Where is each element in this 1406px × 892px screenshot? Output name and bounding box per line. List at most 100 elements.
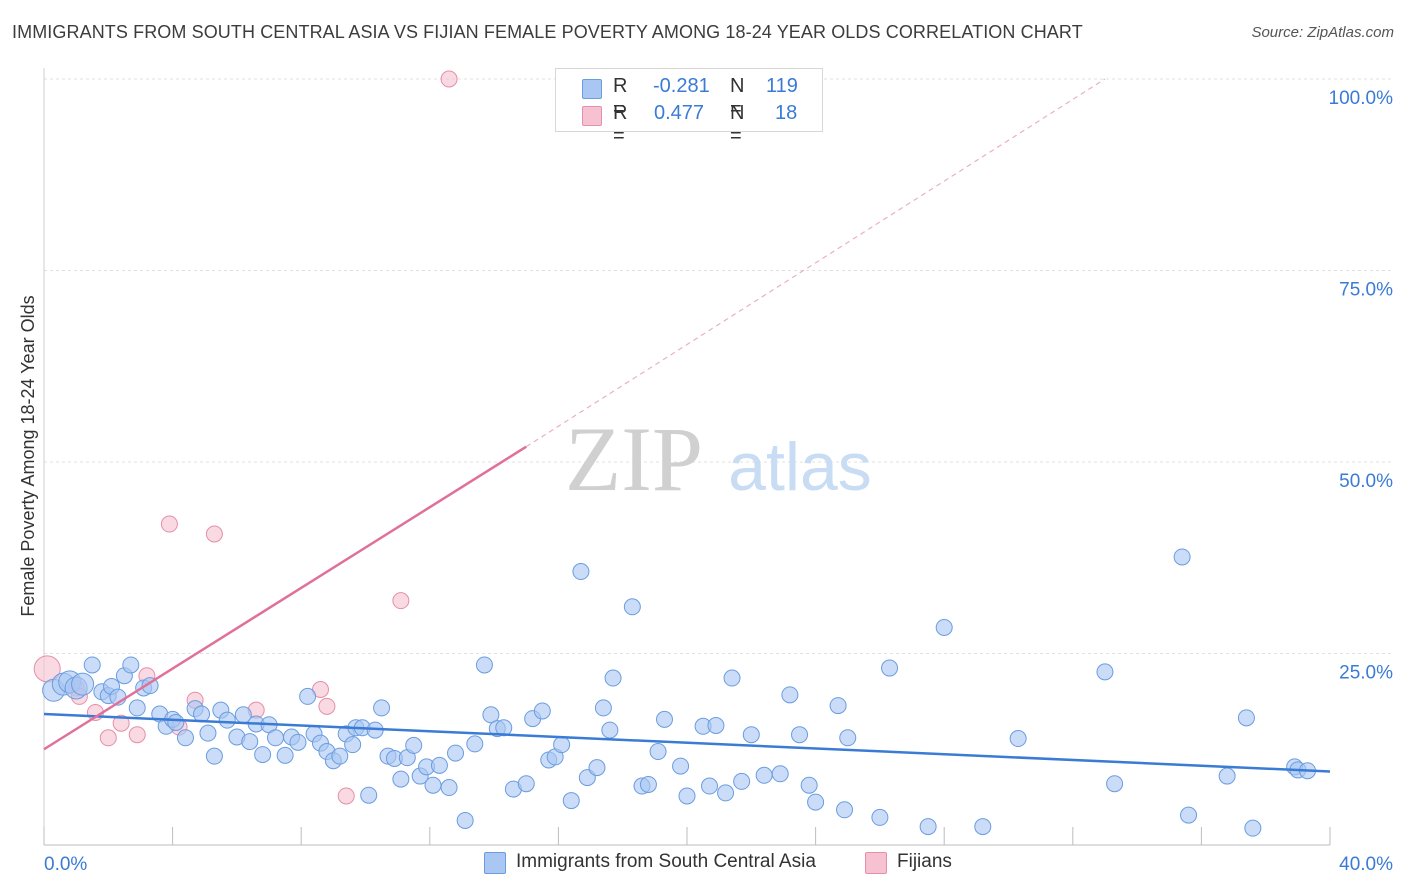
legend-label-immigrants: Immigrants from South Central Asia xyxy=(516,851,816,872)
point-immigrants xyxy=(447,744,465,762)
point-immigrants xyxy=(1218,767,1236,785)
point-immigrants xyxy=(800,776,818,794)
legend-swatch-blue xyxy=(484,852,506,874)
point-immigrants xyxy=(791,726,809,744)
point-immigrants xyxy=(373,699,391,717)
point-immigrants xyxy=(588,759,606,777)
point-immigrants xyxy=(717,784,735,802)
point-immigrants xyxy=(360,786,378,804)
point-fijians xyxy=(318,697,336,715)
point-immigrants xyxy=(128,699,146,717)
point-immigrants xyxy=(1180,806,1198,824)
point-immigrants xyxy=(742,726,760,744)
watermark: ZIP atlas xyxy=(565,408,872,510)
point-fijians xyxy=(160,515,178,533)
point-immigrants xyxy=(707,717,725,735)
point-immigrants xyxy=(424,776,442,794)
legend-swatch-blue xyxy=(582,79,602,99)
legend-r-value: 0.477 xyxy=(654,102,705,124)
correlation-legend: R = -0.281 N = 119 R = 0.477 N = 18 xyxy=(555,68,823,147)
trend-extension-fijians xyxy=(525,78,1106,448)
point-immigrants xyxy=(678,787,696,805)
point-immigrants xyxy=(83,656,101,674)
legend-swatch-pink xyxy=(582,106,602,126)
y-tick-label: 100.0% xyxy=(1329,88,1394,109)
point-immigrants xyxy=(199,724,217,742)
point-fijians xyxy=(205,525,223,543)
legend-r-label: R = xyxy=(613,102,628,147)
point-immigrants xyxy=(533,702,551,720)
point-immigrants xyxy=(1244,819,1262,837)
point-immigrants xyxy=(167,713,185,731)
y-axis-label: Female Poverty Among 18-24 Year Olds xyxy=(18,295,38,616)
trend-lines xyxy=(43,78,1331,773)
point-immigrants xyxy=(392,770,410,788)
point-immigrants xyxy=(649,743,667,761)
x-tick-label: 0.0% xyxy=(44,854,87,875)
point-immigrants xyxy=(919,818,937,836)
point-immigrants xyxy=(781,686,799,704)
legend-n-value: 18 xyxy=(775,102,798,124)
x-tick-label: 40.0% xyxy=(1339,854,1393,875)
point-immigrants xyxy=(517,775,535,793)
legend-n-value: 119 xyxy=(766,75,798,97)
point-immigrants xyxy=(672,757,690,775)
watermark-atlas: atlas xyxy=(728,429,872,505)
point-immigrants xyxy=(430,756,448,774)
point-immigrants xyxy=(456,811,474,829)
point-fijians xyxy=(337,787,355,805)
point-immigrants xyxy=(276,746,294,764)
point-immigrants xyxy=(299,687,317,705)
point-immigrants xyxy=(176,729,194,747)
point-immigrants xyxy=(829,697,847,715)
gridlines xyxy=(44,78,1392,654)
chart-title: IMMIGRANTS FROM SOUTH CENTRAL ASIA VS FI… xyxy=(12,22,1083,42)
point-immigrants xyxy=(241,733,259,751)
legend-n-label: N = xyxy=(730,102,745,147)
point-immigrants xyxy=(974,818,992,836)
trend-line-immigrants xyxy=(43,712,1331,773)
point-immigrants xyxy=(1237,709,1255,727)
point-immigrants xyxy=(122,656,140,674)
point-fijians xyxy=(128,726,146,744)
legend-r-value: -0.281 xyxy=(653,75,710,97)
point-immigrants xyxy=(623,598,641,616)
point-fijians xyxy=(440,70,458,88)
point-immigrants xyxy=(1009,730,1027,748)
point-immigrants xyxy=(405,736,423,754)
point-immigrants xyxy=(331,747,349,765)
point-immigrants xyxy=(655,710,673,728)
point-immigrants xyxy=(218,711,236,729)
point-immigrants xyxy=(440,779,458,797)
y-tick-label: 50.0% xyxy=(1339,471,1393,492)
point-immigrants xyxy=(572,563,590,581)
point-immigrants xyxy=(562,792,580,810)
point-immigrants xyxy=(1173,548,1191,566)
trend-line-fijians xyxy=(43,445,527,751)
point-immigrants xyxy=(604,669,622,687)
point-immigrants xyxy=(723,669,741,687)
watermark-zip: ZIP xyxy=(565,408,703,510)
point-immigrants xyxy=(871,808,889,826)
x-tick-labels: 0.0% 40.0% xyxy=(44,854,1393,875)
point-immigrants xyxy=(594,699,612,717)
point-immigrants xyxy=(935,618,953,636)
point-immigrants xyxy=(71,672,95,696)
point-immigrants xyxy=(266,729,284,747)
point-immigrants xyxy=(466,735,484,753)
point-immigrants xyxy=(639,775,657,793)
point-immigrants xyxy=(553,736,571,754)
point-immigrants xyxy=(254,746,272,764)
source-label: Source: ZipAtlas.com xyxy=(1251,24,1394,41)
legend-r-label: R = xyxy=(613,75,628,120)
y-tick-label: 25.0% xyxy=(1339,663,1393,684)
point-immigrants xyxy=(482,706,500,724)
point-immigrants xyxy=(839,729,857,747)
point-immigrants xyxy=(205,747,223,765)
point-immigrants xyxy=(141,677,159,695)
point-fijians xyxy=(392,592,410,610)
legend-n-label: N = xyxy=(730,75,745,120)
y-tick-label: 75.0% xyxy=(1339,280,1393,301)
point-immigrants xyxy=(1106,775,1124,793)
point-immigrants xyxy=(807,793,825,811)
